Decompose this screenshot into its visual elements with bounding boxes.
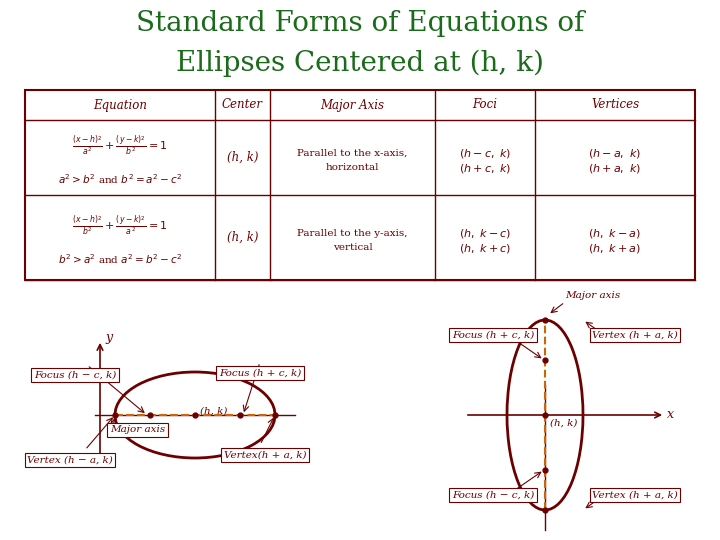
Text: $(h,\ k+a)$: $(h,\ k+a)$: [588, 242, 642, 255]
Text: (h, k): (h, k): [227, 231, 258, 244]
Text: $\frac{(x-h)^2}{b^2}+\frac{(y-k)^2}{a^2}=1$: $\frac{(x-h)^2}{b^2}+\frac{(y-k)^2}{a^2}…: [72, 214, 168, 237]
Text: $(h,\ k-a)$: $(h,\ k-a)$: [588, 227, 642, 240]
Text: Foci: Foci: [472, 98, 498, 111]
Text: $(h-a,\ k)$: $(h-a,\ k)$: [588, 147, 642, 160]
Text: $(h+c,\ k)$: $(h+c,\ k)$: [459, 162, 511, 175]
Text: Equation: Equation: [93, 98, 147, 111]
Text: Focus (h − c, k): Focus (h − c, k): [452, 490, 534, 500]
Text: y: y: [105, 330, 112, 343]
Text: Parallel to the y-axis,: Parallel to the y-axis,: [297, 229, 408, 238]
Text: (h, k): (h, k): [227, 151, 258, 164]
Text: Standard Forms of Equations of: Standard Forms of Equations of: [136, 10, 584, 37]
Text: (h, k): (h, k): [550, 418, 577, 428]
Text: Vertex (h − a, k): Vertex (h − a, k): [27, 456, 113, 464]
Text: Focus (h − c, k): Focus (h − c, k): [34, 370, 116, 380]
Text: Vertex (h + a, k): Vertex (h + a, k): [592, 330, 678, 340]
Text: horizontal: horizontal: [325, 163, 379, 172]
Text: $\frac{(x-h)^2}{a^2}+\frac{(y-k)^2}{b^2}=1$: $\frac{(x-h)^2}{a^2}+\frac{(y-k)^2}{b^2}…: [72, 134, 168, 157]
Text: Major axis: Major axis: [565, 291, 620, 300]
Text: Center: Center: [222, 98, 263, 111]
Bar: [25, 90, 695, 280]
Text: (h, k): (h, k): [200, 407, 228, 416]
Text: $(h-c,\ k)$: $(h-c,\ k)$: [459, 147, 511, 160]
Text: Vertices: Vertices: [591, 98, 639, 111]
Text: $(h,\ k-c)$: $(h,\ k-c)$: [459, 227, 511, 240]
Text: Focus (h + c, k): Focus (h + c, k): [452, 330, 534, 340]
Text: Vertex (h + a, k): Vertex (h + a, k): [592, 490, 678, 500]
Text: x: x: [667, 408, 674, 422]
Text: Major Axis: Major Axis: [320, 98, 384, 111]
Text: Ellipses Centered at (h, k): Ellipses Centered at (h, k): [176, 50, 544, 77]
Text: $b^2>a^2$ and $a^2=b^2-c^2$: $b^2>a^2$ and $a^2=b^2-c^2$: [58, 253, 182, 266]
Text: vertical: vertical: [333, 243, 372, 252]
Text: Vertex(h + a, k): Vertex(h + a, k): [224, 450, 306, 460]
Text: $a^2>b^2$ and $b^2=a^2-c^2$: $a^2>b^2$ and $b^2=a^2-c^2$: [58, 173, 182, 186]
Text: Focus (h + c, k): Focus (h + c, k): [219, 368, 301, 377]
Text: $(h+a,\ k)$: $(h+a,\ k)$: [588, 162, 642, 175]
Text: Parallel to the x-axis,: Parallel to the x-axis,: [297, 149, 408, 158]
Text: $(h,\ k+c)$: $(h,\ k+c)$: [459, 242, 511, 255]
Text: Major axis: Major axis: [110, 426, 166, 435]
